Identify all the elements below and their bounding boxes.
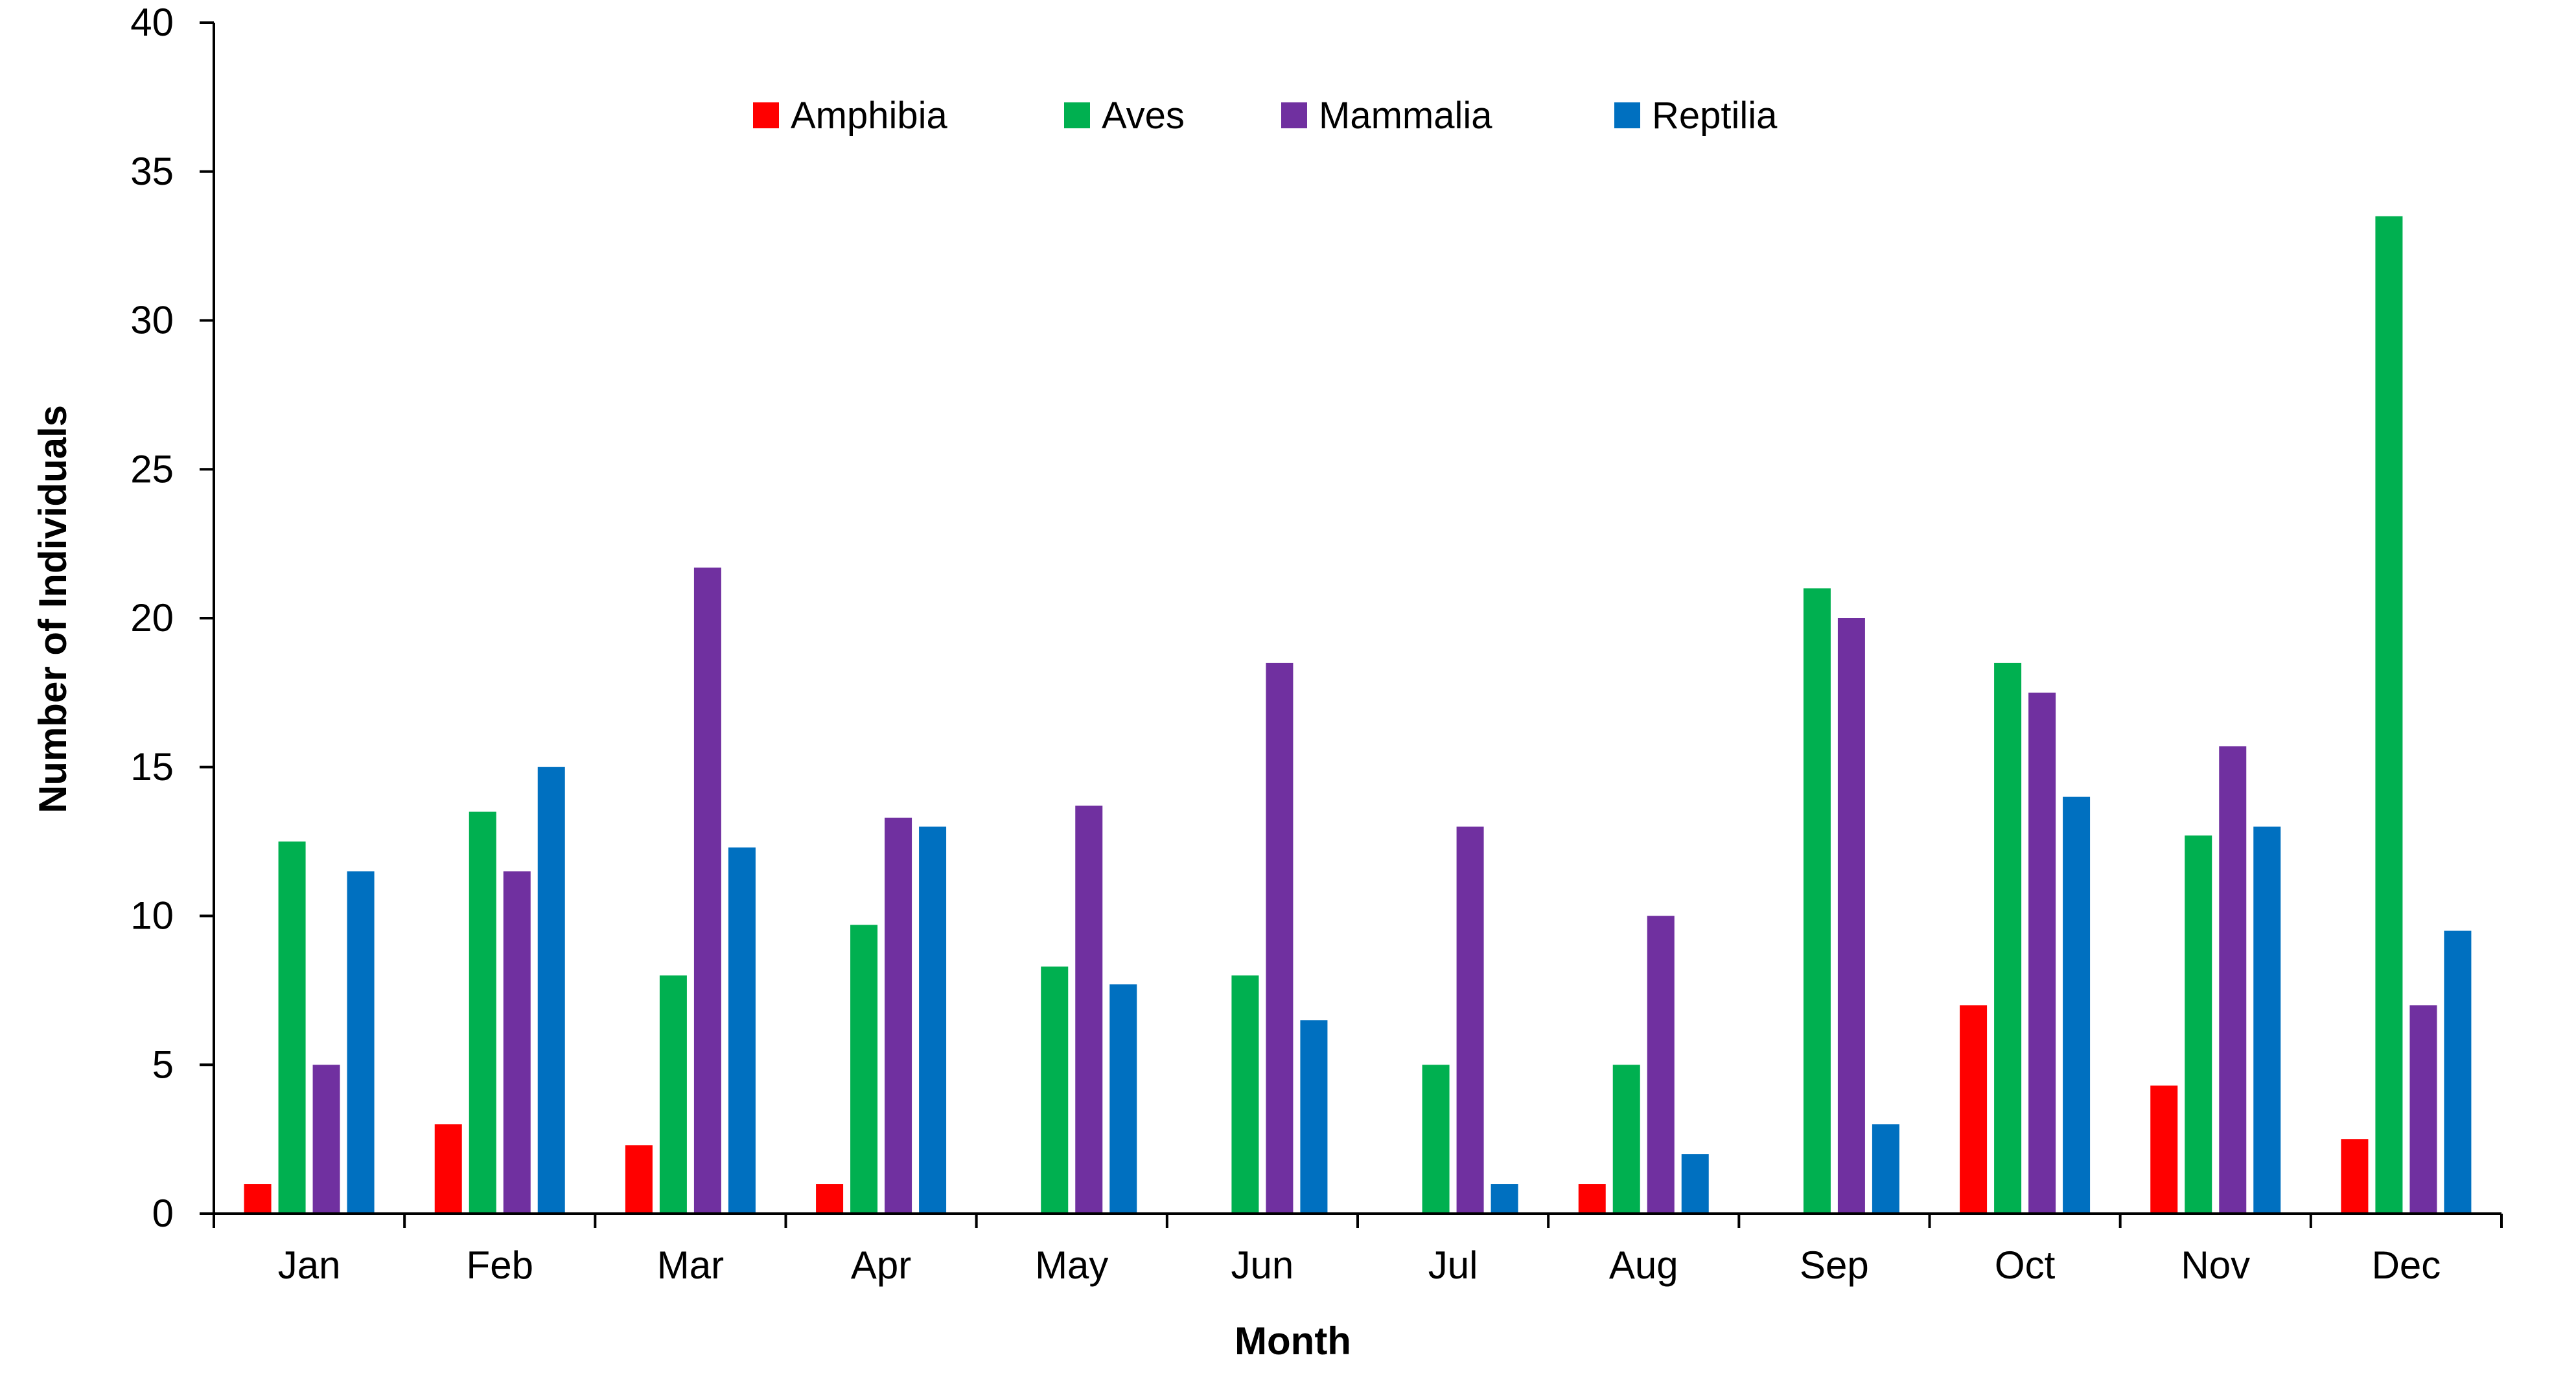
x-tick-label-mar: Mar xyxy=(657,1243,724,1287)
bar-mammalia-nov xyxy=(2219,746,2247,1214)
bar-aves-apr xyxy=(850,925,878,1214)
y-tick-label: 30 xyxy=(130,299,174,342)
bars-layer xyxy=(244,216,2472,1214)
bar-reptilia-dec xyxy=(2444,930,2472,1214)
y-axis-ticks: 0 5 10 15 20 25 30 35 40 xyxy=(130,1,214,1235)
bar-reptilia-jan xyxy=(347,871,375,1214)
bar-amphibia-feb xyxy=(434,1124,462,1214)
x-tick-label-aug: Aug xyxy=(1609,1243,1678,1287)
bar-reptilia-sep xyxy=(1872,1124,1899,1214)
bar-mammalia-feb xyxy=(503,871,531,1214)
bar-aves-sep xyxy=(1803,588,1831,1214)
legend-swatch-reptilia xyxy=(1614,102,1640,128)
legend-label-mammalia: Mammalia xyxy=(1319,95,1492,137)
bar-reptilia-jun xyxy=(1300,1020,1328,1214)
bar-amphibia-jan xyxy=(244,1184,272,1214)
x-axis-ticks: Jan Feb Mar Apr May Jun Jul Aug Sep Oct Nov Dec xyxy=(213,1214,2503,1287)
x-tick-label-nov: Nov xyxy=(2181,1243,2250,1287)
bar-amphibia-apr xyxy=(816,1184,844,1214)
bar-amphibia-nov xyxy=(2150,1085,2178,1214)
bar-mammalia-may xyxy=(1075,805,1103,1214)
bar-aves-jun xyxy=(1231,975,1259,1214)
bar-mammalia-jan xyxy=(312,1065,340,1214)
bar-aves-nov xyxy=(2185,835,2212,1214)
y-tick-label: 10 xyxy=(130,894,174,938)
x-tick-label-jul: Jul xyxy=(1428,1243,1478,1287)
bar-reptilia-oct xyxy=(2063,796,2091,1214)
bar-mammalia-mar xyxy=(693,567,721,1214)
y-tick-label: 25 xyxy=(130,447,174,491)
x-tick-label-oct: Oct xyxy=(1995,1243,2056,1287)
y-axis-title: Number of Individuals xyxy=(31,405,75,813)
bar-amphibia-oct xyxy=(1960,1005,1988,1214)
bar-mammalia-oct xyxy=(2028,692,2056,1214)
y-tick-label: 20 xyxy=(130,596,174,640)
x-tick-label-sep: Sep xyxy=(1800,1243,1869,1287)
bar-amphibia-aug xyxy=(1578,1184,1606,1214)
bar-aves-oct xyxy=(1994,662,2022,1214)
y-tick-label: 15 xyxy=(130,745,174,789)
bar-aves-mar xyxy=(659,975,687,1214)
legend-swatch-mammalia xyxy=(1281,102,1307,128)
bar-mammalia-jun xyxy=(1266,662,1294,1214)
bar-reptilia-jul xyxy=(1491,1184,1518,1214)
bar-reptilia-feb xyxy=(537,767,565,1214)
legend-label-aves: Aves xyxy=(1102,95,1185,137)
bar-aves-jul xyxy=(1422,1065,1450,1214)
bar-aves-feb xyxy=(469,811,496,1214)
x-tick-label-apr: Apr xyxy=(851,1243,911,1287)
bar-reptilia-apr xyxy=(919,826,947,1214)
bar-aves-jan xyxy=(278,841,306,1214)
y-tick-label: 40 xyxy=(130,1,174,44)
bar-aves-dec xyxy=(2375,216,2403,1214)
bar-mammalia-jul xyxy=(1456,826,1484,1214)
x-tick-label-may: May xyxy=(1035,1243,1108,1287)
y-tick-label: 35 xyxy=(130,150,174,193)
y-tick-label: 0 xyxy=(152,1192,174,1235)
x-tick-label-feb: Feb xyxy=(467,1243,533,1287)
bar-reptilia-aug xyxy=(1681,1154,1709,1214)
bar-aves-aug xyxy=(1612,1065,1640,1214)
bar-reptilia-may xyxy=(1109,984,1137,1214)
x-tick-label-jun: Jun xyxy=(1231,1243,1294,1287)
bar-aves-may xyxy=(1041,966,1069,1214)
legend-swatch-amphibia xyxy=(753,102,779,128)
legend-label-amphibia: Amphibia xyxy=(791,95,948,137)
legend: Amphibia Aves Mammalia Reptilia xyxy=(753,95,1778,137)
bar-mammalia-sep xyxy=(1837,618,1865,1214)
legend-swatch-aves xyxy=(1064,102,1090,128)
bar-amphibia-mar xyxy=(625,1145,653,1214)
x-tick-label-jan: Jan xyxy=(278,1243,341,1287)
y-tick-label: 5 xyxy=(152,1043,174,1086)
x-axis-title: Month xyxy=(1235,1319,1351,1363)
x-tick-label-dec: Dec xyxy=(2372,1243,2441,1287)
bar-reptilia-nov xyxy=(2253,826,2281,1214)
bar-mammalia-aug xyxy=(1647,916,1675,1214)
bar-amphibia-dec xyxy=(2341,1139,2369,1214)
bar-reptilia-mar xyxy=(728,847,756,1214)
bar-mammalia-apr xyxy=(885,817,912,1214)
bar-mammalia-dec xyxy=(2409,1005,2437,1214)
legend-label-reptilia: Reptilia xyxy=(1652,95,1778,137)
